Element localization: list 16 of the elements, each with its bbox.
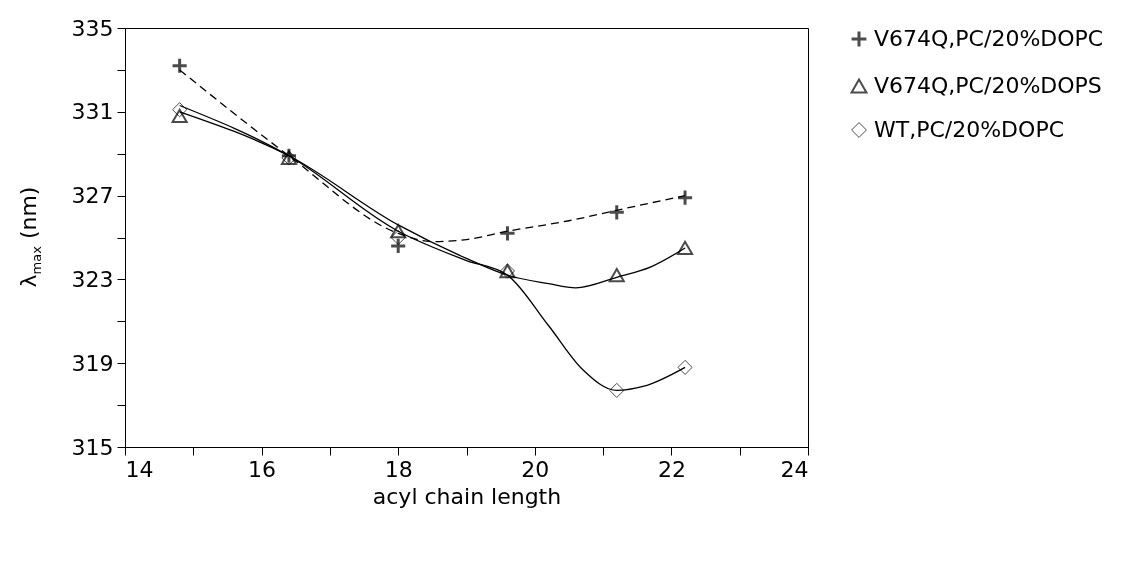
legend-label: V674Q,PC/20%DOPS <box>874 73 1102 98</box>
y-tick-label: 327 <box>71 183 114 209</box>
x-axis-title: acyl chain length <box>372 483 562 509</box>
x-tick-label: 20 <box>521 456 550 482</box>
x-tick-label: 16 <box>248 456 277 482</box>
y-tick-label: 335 <box>71 15 114 41</box>
y-tick-label: 331 <box>71 99 114 125</box>
legend-label: V674Q,PC/20%DOPC <box>874 26 1104 51</box>
y-tick-label: 315 <box>71 434 114 460</box>
x-tick-label: 14 <box>125 456 154 482</box>
legend-label: WT,PC/20%DOPC <box>874 117 1065 142</box>
x-tick-label: 24 <box>780 456 809 482</box>
x-tick-label: 18 <box>384 456 413 482</box>
y-tick-label: 323 <box>71 266 114 292</box>
x-tick-label: 22 <box>657 456 686 482</box>
y-tick-label: 319 <box>71 350 114 376</box>
